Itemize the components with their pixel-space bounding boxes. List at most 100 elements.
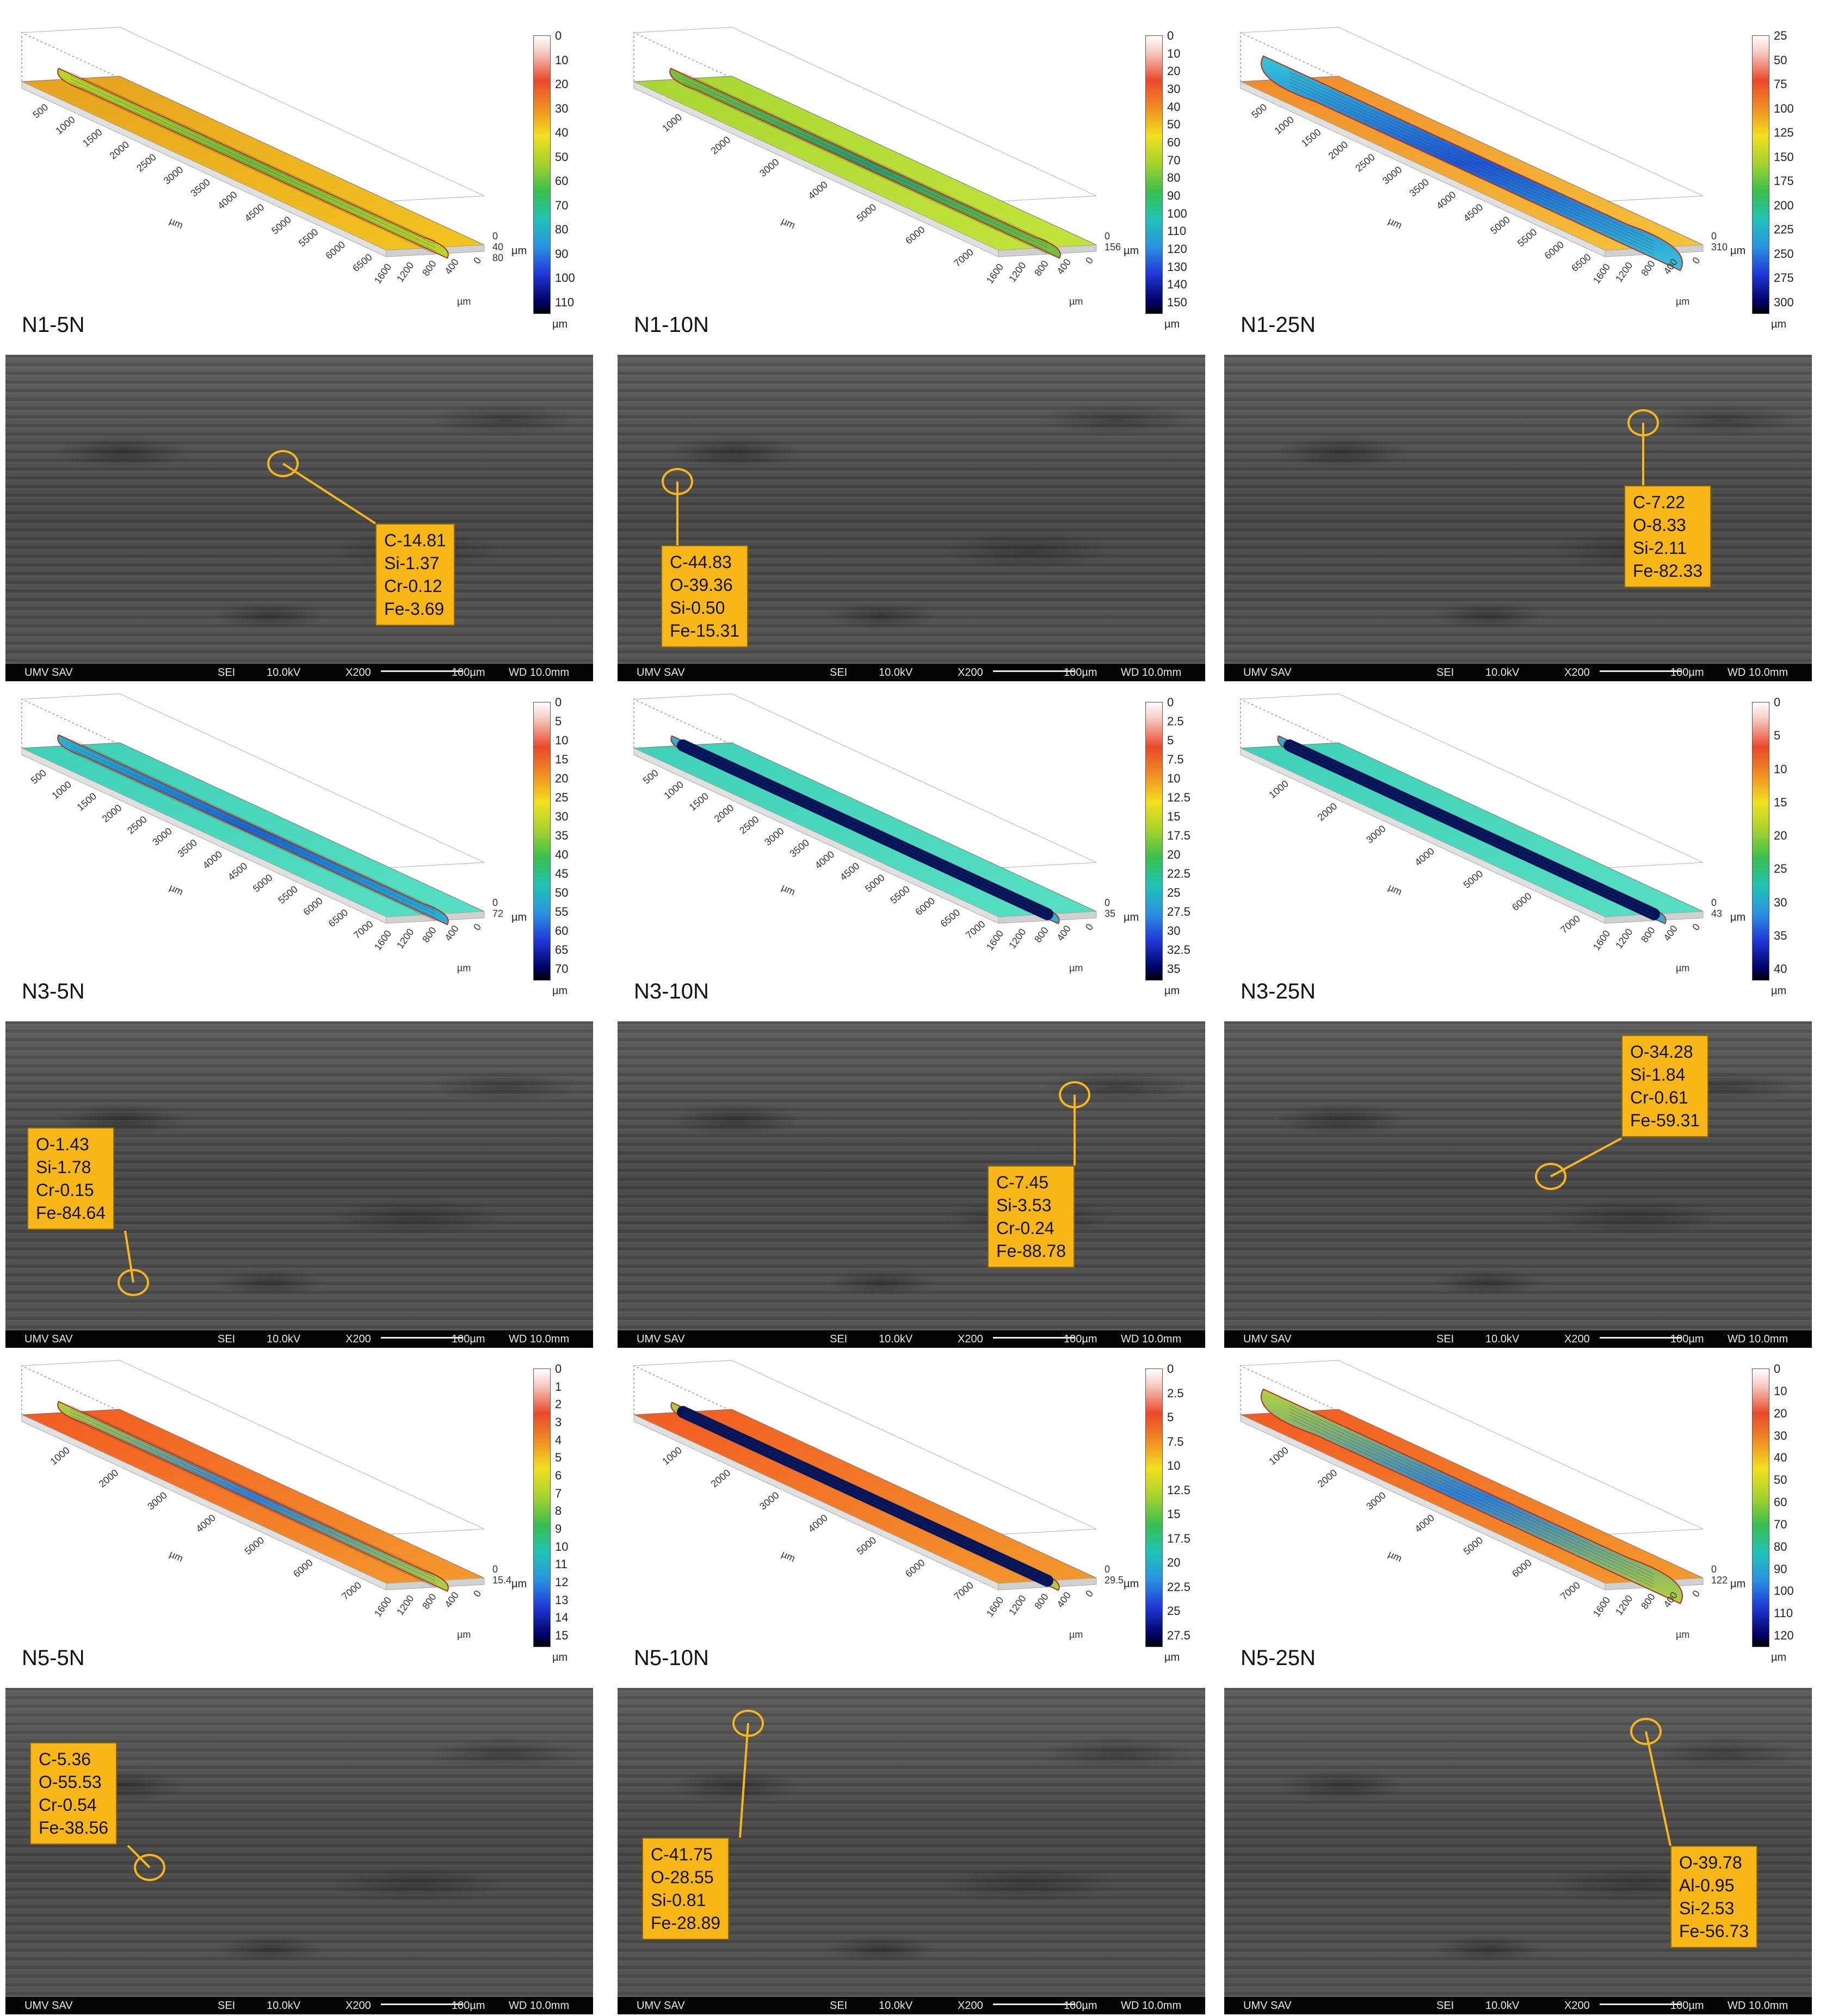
track-groove [1289, 75, 1655, 245]
sem-bar-wd: WD 10.0mm [1121, 1333, 1182, 1345]
eds-composition-box: O-34.28 Si-1.84 Cr-0.61 Fe-59.31 [1621, 1035, 1709, 1137]
colorbar-axis-unit: µm [1124, 911, 1139, 923]
panel-n1-25n: 500 1000 1500 2000 2500 3000 3500 4000 4500 5000 5… [1224, 22, 1826, 683]
eds-leader-line [124, 1230, 134, 1283]
colorbar-axis-unit: µm [1730, 911, 1746, 923]
x-tick-label: 4000 [806, 1512, 830, 1534]
colorbar-unit: µm [1164, 985, 1180, 997]
colorbar-tick: 0 [1774, 1362, 1781, 1376]
colorbar-tick: 22.5 [1167, 1580, 1190, 1594]
y-axis-unit: µm [1676, 963, 1689, 973]
eds-composition-box: C-41.75 O-28.55 Si-0.81 Fe-28.89 [642, 1838, 730, 1940]
eds-element-value: Si-0.50 [670, 598, 725, 618]
eds-element-value: C-5.36 [39, 1749, 91, 1769]
colorbar-tick: 100 [555, 271, 575, 285]
x-tick-label: 6000 [324, 239, 348, 261]
colorbar-tick: 2.5 [1167, 1386, 1184, 1400]
colorbar-tick: 8 [555, 1504, 562, 1518]
track-groove [70, 1405, 436, 1575]
sem-texture [1224, 1021, 1812, 1348]
y-tick-label: 800 [1032, 258, 1051, 278]
sample-side [1240, 748, 1606, 924]
sem-texture [1224, 355, 1812, 681]
y-tick-label: 0 [1083, 922, 1095, 933]
colorbar-tick: 10 [555, 53, 569, 67]
track-groove [70, 745, 436, 915]
y-axis-unit: µm [457, 1629, 471, 1640]
x-tick-label: 1000 [1272, 114, 1296, 137]
colorbar-tick: 10 [555, 733, 569, 747]
colorbar-tick: 50 [555, 150, 569, 164]
y-tick-label: 1200 [1007, 927, 1028, 951]
track-groove [70, 82, 436, 251]
y-tick-label: 800 [1639, 258, 1657, 278]
colorbar-tick: 80 [1774, 1539, 1787, 1553]
sem-bar-mag: X200 [958, 1333, 983, 1345]
sem-bar-mag: X200 [346, 1333, 371, 1345]
x-tick-label: 2000 [709, 134, 733, 156]
sem-bar-mag: X200 [958, 667, 983, 679]
x-tick-label: 6000 [1510, 1557, 1534, 1580]
y-tick-label: 0 [471, 1588, 483, 1599]
x-tick-label: 6000 [1543, 239, 1566, 261]
sem-bar-kv: 10.0kV [1485, 667, 1520, 679]
colorbar-tick: 50 [1774, 1473, 1787, 1487]
colorbar-tick: 17.5 [1167, 1531, 1190, 1545]
eds-spot-marker [134, 1854, 165, 1881]
y-axis-unit: µm [1676, 1629, 1689, 1640]
x-tick-label: 5000 [243, 1534, 267, 1557]
profile-3d: 1000 2000 3000 4000 5000 6000 7000 µm 1600 1200 80… [5, 1355, 614, 1681]
x-tick-label: 7000 [952, 1580, 976, 1602]
panel-label: N1-5N [22, 313, 85, 337]
colorbar-tick: 80 [1167, 171, 1181, 185]
track-groove [1289, 1408, 1655, 1578]
track-groove [682, 1418, 1048, 1588]
colorbar-tick: 20 [555, 772, 569, 785]
x-tick-label: 4000 [806, 179, 830, 201]
sem-bar-scale: 100µm [1670, 1333, 1704, 1345]
z-tick-max: 35 [1105, 908, 1115, 919]
y-tick-label: 400 [1054, 1590, 1073, 1610]
colorbar-tick: 20 [1167, 848, 1181, 861]
x-tick-label: 6500 [326, 907, 350, 929]
y-tick-label: 0 [471, 255, 483, 266]
track-groove [682, 745, 1048, 915]
colorbar-tick: 0 [1167, 695, 1174, 709]
colorbar-tick: 110 [1167, 224, 1187, 238]
sem-bar-scale: 100µm [1064, 667, 1097, 679]
colorbar-unit: µm [1771, 318, 1787, 330]
x-tick-label: 1500 [687, 791, 711, 813]
y-tick-label: 1600 [1591, 1595, 1612, 1619]
colorbar-tick: 9 [555, 1522, 562, 1536]
sem-micrograph: UMV SAV SEI 10.0kV X200 100µm WD 10.0mm C-7.22… [1224, 355, 1812, 681]
x-tick-label: 6000 [914, 895, 937, 917]
x-axis-unit: µm [1386, 881, 1403, 897]
eds-leader-line [1550, 1137, 1622, 1177]
x-tick-label: 1000 [48, 1445, 72, 1467]
colorbar-tick: 2 [555, 1397, 562, 1411]
x-tick-label: 7000 [351, 918, 375, 941]
x-tick-label: 6500 [939, 907, 963, 929]
y-tick-label: 400 [1661, 923, 1680, 943]
sem-bar-left: UMV SAV [1243, 1333, 1292, 1345]
axis-frame-top [633, 693, 1097, 868]
x-tick-label: 6000 [301, 895, 325, 917]
track-groove [682, 1408, 1048, 1578]
colorbar-tick: 25 [1167, 1604, 1181, 1618]
wear-track-core [677, 1406, 1053, 1587]
wear-track [1261, 1388, 1683, 1605]
x-tick-label: 1000 [53, 114, 77, 137]
eds-leader-line [739, 1723, 749, 1838]
colorbar-axis-unit: µm [1124, 245, 1139, 257]
colorbar [533, 1368, 551, 1647]
x-tick-label: 6000 [291, 1557, 315, 1580]
colorbar-tick: 25 [555, 791, 569, 804]
track-groove [682, 1411, 1048, 1581]
z-tick-zero: 0 [492, 231, 498, 242]
colorbar-tick: 0 [1167, 29, 1174, 42]
eds-element-value: O-55.53 [39, 1772, 102, 1792]
colorbar-tick: 6 [555, 1469, 562, 1482]
track-groove [1289, 1411, 1655, 1581]
sem-micrograph: UMV SAV SEI 10.0kV X200 100µm WD 10.0mm C-41.7… [618, 1688, 1205, 2014]
